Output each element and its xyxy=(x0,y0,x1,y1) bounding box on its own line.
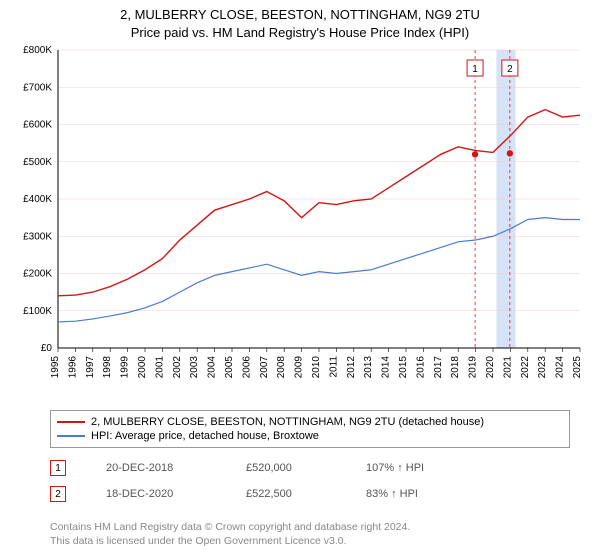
svg-text:2011: 2011 xyxy=(328,356,339,378)
svg-text:2016: 2016 xyxy=(415,356,426,379)
svg-text:2018: 2018 xyxy=(450,356,461,379)
svg-text:2014: 2014 xyxy=(381,356,392,379)
svg-text:2013: 2013 xyxy=(363,356,374,379)
svg-text:£500K: £500K xyxy=(23,157,52,168)
marker-price-2: £522,500 xyxy=(246,488,326,500)
svg-text:£800K: £800K xyxy=(23,45,52,56)
svg-text:2009: 2009 xyxy=(294,356,305,379)
svg-text:£0: £0 xyxy=(41,343,53,354)
svg-text:£600K: £600K xyxy=(23,120,52,131)
svg-text:£700K: £700K xyxy=(23,82,52,93)
svg-text:2025: 2025 xyxy=(572,356,583,379)
svg-text:£400K: £400K xyxy=(23,194,52,205)
svg-text:1995: 1995 xyxy=(50,356,61,379)
marker-row-2: 2 18-DEC-2020 £522,500 83% HPI xyxy=(50,486,418,502)
chart-container: 2, MULBERRY CLOSE, BEESTON, NOTTINGHAM, … xyxy=(0,0,600,560)
svg-text:2001: 2001 xyxy=(154,356,165,379)
svg-text:2019: 2019 xyxy=(468,356,479,379)
svg-text:2007: 2007 xyxy=(259,356,270,379)
svg-text:2020: 2020 xyxy=(485,356,496,379)
svg-text:2022: 2022 xyxy=(520,356,531,379)
svg-text:2024: 2024 xyxy=(555,356,566,379)
arrow-up-icon xyxy=(391,488,397,500)
marker-date-1: 20-DEC-2018 xyxy=(106,462,206,474)
legend-item-2: HPI: Average price, detached house, Brox… xyxy=(57,429,563,443)
chart-area: £0 £100K £200K £300K £400K £500K £600K £700K £80… xyxy=(10,44,590,404)
legend: 2, MULBERRY CLOSE, BEESTON, NOTTINGHAM, … xyxy=(50,410,570,448)
marker-row-1: 1 20-DEC-2018 £520,000 107% HPI xyxy=(50,460,424,476)
svg-text:1998: 1998 xyxy=(102,356,113,379)
legend-label-2: HPI: Average price, detached house, Brox… xyxy=(91,430,319,442)
svg-text:2000: 2000 xyxy=(137,356,148,379)
svg-text:2005: 2005 xyxy=(224,356,235,379)
title-line-2: Price paid vs. HM Land Registry's House … xyxy=(0,24,600,42)
svg-text:2003: 2003 xyxy=(189,356,200,379)
svg-text:£300K: £300K xyxy=(23,231,52,242)
legend-item-1: 2, MULBERRY CLOSE, BEESTON, NOTTINGHAM, … xyxy=(57,415,563,429)
legend-swatch-1 xyxy=(57,421,85,423)
footer-line-1: Contains HM Land Registry data © Crown c… xyxy=(50,520,410,534)
svg-text:2002: 2002 xyxy=(172,356,183,379)
svg-text:£100K: £100K xyxy=(23,306,52,317)
legend-swatch-2 xyxy=(57,435,85,437)
footer-line-2: This data is licensed under the Open Gov… xyxy=(50,534,410,548)
svg-text:2: 2 xyxy=(507,64,513,75)
svg-text:2023: 2023 xyxy=(537,356,548,379)
marker-badge-2: 2 xyxy=(50,486,66,502)
svg-text:1996: 1996 xyxy=(67,356,78,379)
svg-text:2015: 2015 xyxy=(398,356,409,379)
title-line-1: 2, MULBERRY CLOSE, BEESTON, NOTTINGHAM, … xyxy=(0,6,600,24)
svg-text:1999: 1999 xyxy=(120,356,131,379)
arrow-up-icon xyxy=(397,462,403,474)
chart-svg: £0 £100K £200K £300K £400K £500K £600K £700K £80… xyxy=(10,44,590,404)
svg-text:2004: 2004 xyxy=(207,356,218,379)
footer-attribution: Contains HM Land Registry data © Crown c… xyxy=(50,520,410,548)
svg-text:1997: 1997 xyxy=(85,356,96,379)
chart-title: 2, MULBERRY CLOSE, BEESTON, NOTTINGHAM, … xyxy=(0,0,600,41)
svg-text:2012: 2012 xyxy=(346,356,357,379)
legend-label-1: 2, MULBERRY CLOSE, BEESTON, NOTTINGHAM, … xyxy=(91,416,484,428)
svg-text:£200K: £200K xyxy=(23,269,52,280)
svg-text:2006: 2006 xyxy=(241,356,252,379)
marker-badge-1: 1 xyxy=(50,460,66,476)
marker-price-1: £520,000 xyxy=(246,462,326,474)
svg-text:2021: 2021 xyxy=(502,356,513,379)
svg-text:1: 1 xyxy=(472,64,478,75)
marker-pct-1: 107% HPI xyxy=(366,462,424,474)
svg-text:2008: 2008 xyxy=(276,356,287,379)
svg-text:2017: 2017 xyxy=(433,356,444,379)
marker-pct-2: 83% HPI xyxy=(366,488,418,500)
marker-date-2: 18-DEC-2020 xyxy=(106,488,206,500)
svg-text:2010: 2010 xyxy=(311,356,322,379)
